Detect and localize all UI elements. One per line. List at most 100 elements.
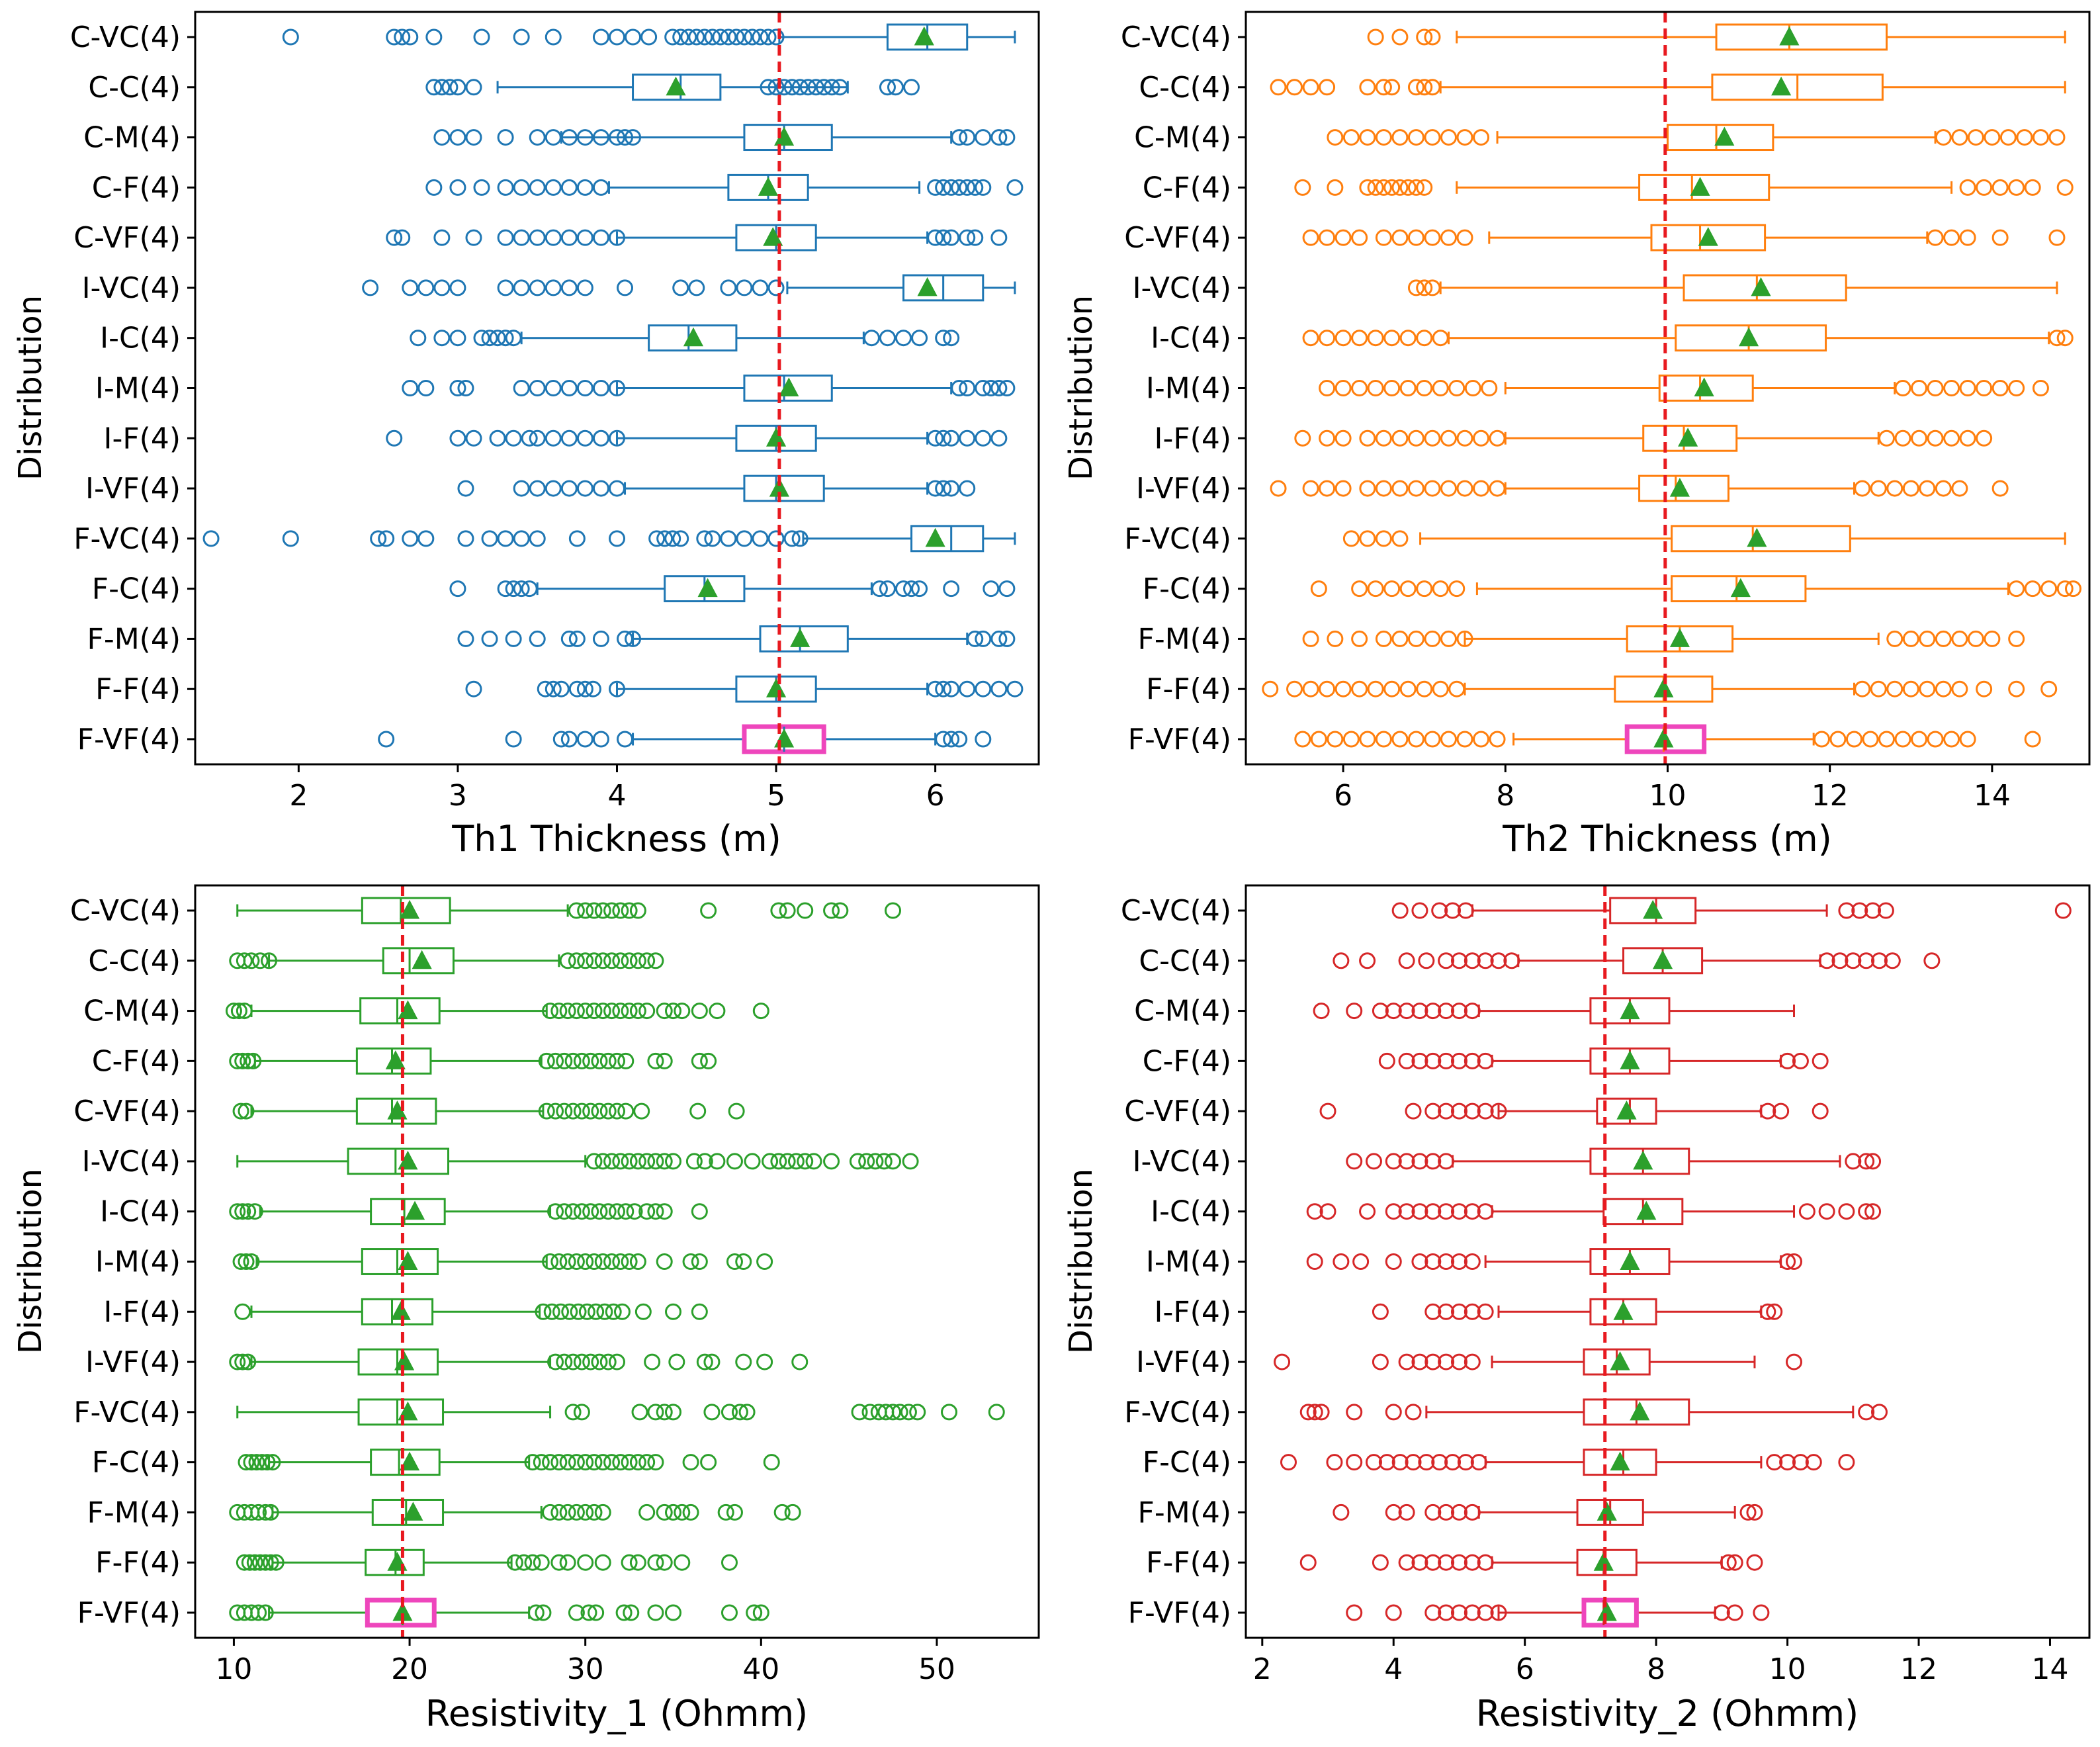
- flier-point: [823, 79, 840, 96]
- flier-point: [547, 1052, 564, 1069]
- flier-point: [1372, 1554, 1389, 1571]
- flier-point: [1391, 1454, 1409, 1471]
- flier-point: [1829, 731, 1847, 748]
- flier-point: [756, 1353, 773, 1370]
- flier-point: [1351, 330, 1368, 347]
- flier-point: [568, 530, 586, 547]
- flier-point: [696, 1153, 713, 1170]
- flier-point: [1302, 229, 1319, 246]
- box-group-C-VF(4): [1319, 1097, 1829, 1125]
- flier-point: [591, 1203, 608, 1220]
- flier-point: [564, 1102, 582, 1120]
- flier-point: [1766, 1303, 1783, 1320]
- flier-point: [1346, 1404, 1363, 1421]
- y-tick-label: I-VC(4): [1133, 1145, 1231, 1179]
- flier-point: [386, 28, 403, 46]
- flier-point: [784, 1503, 801, 1521]
- y-tick-label: F-M(4): [87, 1496, 181, 1529]
- flier-point: [538, 1102, 555, 1120]
- mean-marker: [385, 1050, 406, 1069]
- flier-point: [1302, 79, 1319, 96]
- flier-point: [465, 229, 482, 246]
- flier-point: [959, 429, 976, 447]
- x-axis-label: Resistivity_2 (Ohmm): [1476, 1693, 1859, 1734]
- flier-point: [767, 28, 785, 46]
- flier-point: [564, 1353, 582, 1370]
- flier-point: [823, 1153, 840, 1170]
- flier-point: [1398, 1203, 1415, 1220]
- mean-marker: [1597, 1601, 1617, 1621]
- flier-point: [545, 480, 562, 497]
- box-iqr: [365, 1597, 437, 1628]
- flier-point: [2024, 731, 2041, 748]
- mean-marker: [697, 578, 718, 598]
- y-axis-label: Distribution: [1063, 295, 1100, 480]
- flier-point: [709, 1153, 726, 1170]
- flier-point: [1477, 1203, 1494, 1220]
- flier-point: [257, 1503, 274, 1521]
- flier-point: [245, 1052, 262, 1069]
- flier-point: [592, 630, 609, 647]
- flier-point: [863, 330, 880, 347]
- flier-point: [959, 680, 976, 697]
- flier-point: [665, 1303, 681, 1320]
- flier-point: [951, 731, 968, 748]
- flier-point: [1367, 680, 1384, 697]
- flier-point: [609, 28, 625, 46]
- flier-point: [594, 1253, 611, 1270]
- flier-point: [1424, 1003, 1442, 1020]
- flier-point: [1490, 952, 1507, 969]
- flier-point: [1490, 1102, 1507, 1120]
- flier-point: [535, 1604, 552, 1621]
- flier-point: [1294, 429, 1311, 447]
- box-iqr: [359, 997, 441, 1025]
- flier-point: [1473, 429, 1490, 447]
- flier-point: [696, 28, 713, 46]
- flier-point: [1753, 1604, 1770, 1621]
- flier-point: [895, 330, 912, 347]
- box-group-I-C(4): [1306, 1198, 1882, 1226]
- flier-point: [1976, 380, 1993, 396]
- flier-point: [1416, 330, 1433, 347]
- flier-point: [1359, 79, 1376, 96]
- y-axis-label: Distribution: [1063, 1169, 1100, 1354]
- flier-point: [1334, 480, 1352, 497]
- flier-point: [738, 1404, 756, 1421]
- flier-point: [1391, 429, 1409, 447]
- flier-point: [1440, 480, 1457, 497]
- flier-point: [560, 380, 578, 396]
- y-tick-label: F-C(4): [1143, 572, 1231, 606]
- flier-point: [943, 580, 960, 598]
- flier-point: [1294, 731, 1311, 748]
- flier-point: [1464, 1554, 1481, 1571]
- flier-point: [665, 1604, 681, 1621]
- flier-point: [1411, 1203, 1428, 1220]
- flier-point: [449, 330, 466, 347]
- flier-point: [967, 630, 984, 647]
- flier-point: [752, 530, 769, 547]
- box-group-I-VC(4): [236, 1147, 919, 1175]
- x-axis-label: Th2 Thickness (m): [1502, 818, 1832, 860]
- flier-point: [760, 79, 777, 96]
- flier-point: [1378, 1454, 1395, 1471]
- flier-point: [943, 179, 960, 196]
- box-group-C-VC(4): [236, 897, 902, 924]
- flier-point: [1424, 1554, 1442, 1571]
- flier-point: [625, 630, 642, 647]
- flier-point: [1411, 1253, 1428, 1270]
- flier-point: [2024, 580, 2041, 598]
- flier-point: [238, 1102, 255, 1120]
- flier-point: [596, 1303, 613, 1320]
- flier-point: [1359, 1203, 1376, 1220]
- flier-point: [556, 1102, 573, 1120]
- flier-point: [935, 229, 952, 246]
- flier-point: [1858, 1404, 1875, 1421]
- flier-point: [1813, 731, 1830, 748]
- flier-point: [617, 1203, 634, 1220]
- box-group-C-C(4): [229, 947, 664, 975]
- flier-point: [1375, 630, 1392, 647]
- flier-point: [1383, 179, 1401, 196]
- flier-point: [1935, 129, 1952, 146]
- flier-point: [542, 1454, 559, 1471]
- flier-point: [621, 1554, 638, 1571]
